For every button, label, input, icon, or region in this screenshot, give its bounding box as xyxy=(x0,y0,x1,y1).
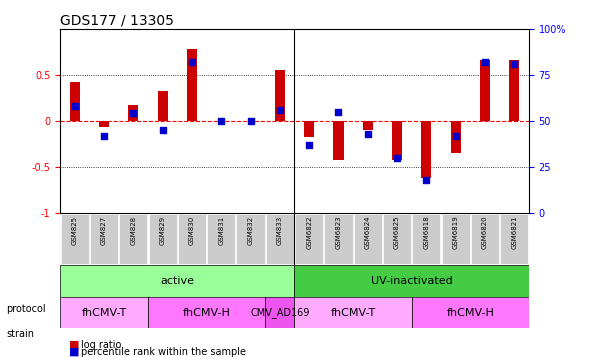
Bar xyxy=(294,297,412,328)
Text: fhCMV-T: fhCMV-T xyxy=(81,308,127,318)
Point xyxy=(99,133,109,139)
Point xyxy=(304,142,314,148)
Bar xyxy=(60,297,148,328)
Bar xyxy=(334,121,344,160)
Bar xyxy=(362,121,373,130)
Text: GSM828: GSM828 xyxy=(130,216,136,245)
Text: GSM833: GSM833 xyxy=(277,216,283,245)
Bar xyxy=(157,91,168,121)
Text: fhCMV-T: fhCMV-T xyxy=(331,308,376,318)
Point xyxy=(246,118,255,124)
Text: GSM6825: GSM6825 xyxy=(394,216,400,249)
Text: GSM831: GSM831 xyxy=(218,216,224,245)
Text: percentile rank within the sample: percentile rank within the sample xyxy=(81,347,246,357)
Point xyxy=(363,131,373,137)
Text: GSM829: GSM829 xyxy=(160,216,166,245)
Bar xyxy=(509,60,519,121)
Point xyxy=(275,107,285,112)
Bar xyxy=(451,121,461,153)
Point xyxy=(421,177,431,183)
Text: GSM830: GSM830 xyxy=(189,216,195,245)
FancyBboxPatch shape xyxy=(500,214,528,264)
Point xyxy=(129,111,138,116)
Text: GSM827: GSM827 xyxy=(101,216,107,245)
Bar xyxy=(60,265,294,297)
Text: active: active xyxy=(160,276,194,286)
Bar xyxy=(480,60,490,121)
Point xyxy=(216,118,226,124)
Point xyxy=(480,59,490,65)
FancyBboxPatch shape xyxy=(412,214,441,264)
Point xyxy=(451,133,460,139)
FancyBboxPatch shape xyxy=(325,214,353,264)
Point xyxy=(187,59,197,65)
Bar xyxy=(128,105,138,121)
FancyBboxPatch shape xyxy=(207,214,236,264)
Text: CMV_AD169: CMV_AD169 xyxy=(250,307,310,318)
FancyBboxPatch shape xyxy=(178,214,206,264)
FancyBboxPatch shape xyxy=(90,214,118,264)
Text: GSM6823: GSM6823 xyxy=(335,216,341,249)
FancyBboxPatch shape xyxy=(148,214,177,264)
Text: GSM832: GSM832 xyxy=(248,216,254,245)
Text: fhCMV-H: fhCMV-H xyxy=(447,308,494,318)
Bar xyxy=(187,49,197,121)
Bar xyxy=(275,70,285,121)
FancyBboxPatch shape xyxy=(471,214,499,264)
Bar xyxy=(412,297,529,328)
Text: ■: ■ xyxy=(69,340,79,350)
Text: GSM6819: GSM6819 xyxy=(453,216,459,250)
Text: GSM6822: GSM6822 xyxy=(306,216,312,249)
Text: log ratio: log ratio xyxy=(81,340,121,350)
Text: GSM6824: GSM6824 xyxy=(365,216,371,249)
Bar xyxy=(421,121,432,178)
FancyBboxPatch shape xyxy=(383,214,411,264)
Bar xyxy=(70,82,80,121)
FancyBboxPatch shape xyxy=(61,214,89,264)
Text: GSM825: GSM825 xyxy=(72,216,78,245)
Point xyxy=(70,103,79,109)
Text: UV-inactivated: UV-inactivated xyxy=(371,276,453,286)
Bar xyxy=(99,121,109,127)
Text: GDS177 / 13305: GDS177 / 13305 xyxy=(60,14,174,27)
FancyBboxPatch shape xyxy=(442,214,470,264)
Text: GSM6820: GSM6820 xyxy=(482,216,488,249)
Bar xyxy=(304,121,314,137)
FancyBboxPatch shape xyxy=(119,214,147,264)
Text: ■: ■ xyxy=(69,347,79,357)
Text: strain: strain xyxy=(6,329,34,339)
Point xyxy=(510,61,519,66)
Point xyxy=(158,127,168,133)
Bar xyxy=(265,297,294,328)
FancyBboxPatch shape xyxy=(295,214,323,264)
Point xyxy=(392,155,402,161)
Bar xyxy=(148,297,265,328)
FancyBboxPatch shape xyxy=(266,214,294,264)
Text: fhCMV-H: fhCMV-H xyxy=(183,308,231,318)
FancyBboxPatch shape xyxy=(236,214,264,264)
FancyBboxPatch shape xyxy=(353,214,382,264)
Bar xyxy=(392,121,402,160)
Bar xyxy=(294,265,529,297)
Text: protocol: protocol xyxy=(6,304,46,314)
Point xyxy=(334,109,343,115)
Text: GSM6818: GSM6818 xyxy=(423,216,429,250)
Text: GSM6821: GSM6821 xyxy=(511,216,517,249)
